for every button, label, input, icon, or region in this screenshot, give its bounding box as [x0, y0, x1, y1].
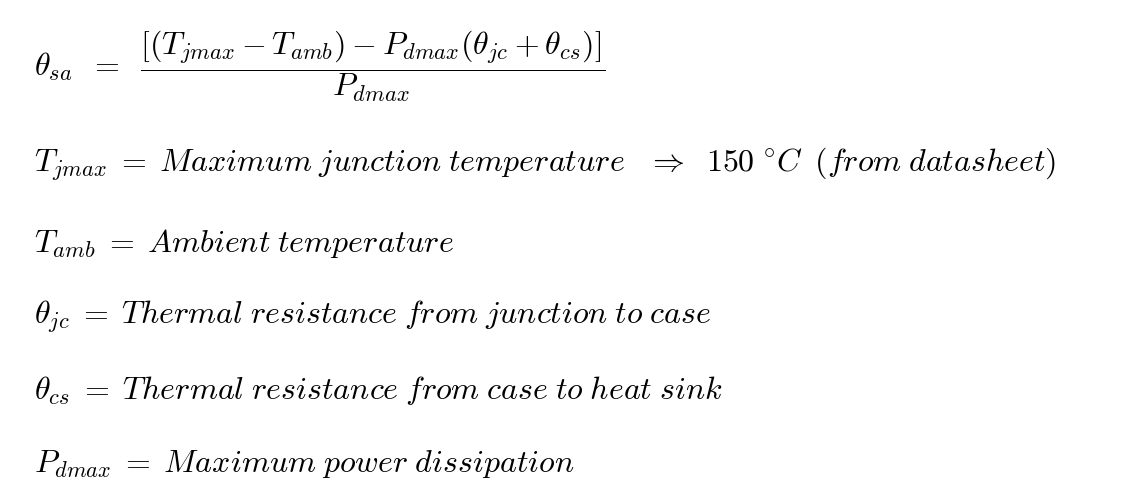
Text: $\theta_{sa}\;\; =\;\; \dfrac{[(T_{jmax}-T_{amb})-P_{dmax}(\theta_{jc}+\theta_{c: $\theta_{sa}\;\; =\;\; \dfrac{[(T_{jmax}… [34, 29, 606, 104]
Text: $T_{amb}\; =\; Ambient\; temperature$: $T_{amb}\; =\; Ambient\; temperature$ [34, 226, 454, 260]
Text: $T_{jmax}\; =\; Maximum\; junction\; temperature\;\;\; \Rightarrow\;\; 150\; ^{\: $T_{jmax}\; =\; Maximum\; junction\; tem… [34, 146, 1056, 183]
Text: $P_{dmax}\; =\; Maximum\; power\; dissipation$: $P_{dmax}\; =\; Maximum\; power\; dissip… [34, 448, 575, 480]
Text: $\theta_{jc}\; =\; Thermal\; resistance\; from\; junction\; to\; case$: $\theta_{jc}\; =\; Thermal\; resistance\… [34, 299, 711, 335]
Text: $\theta_{cs}\; =\; Thermal\; resistance\; from\; case\; to\; heat\; sink$: $\theta_{cs}\; =\; Thermal\; resistance\… [34, 374, 723, 407]
